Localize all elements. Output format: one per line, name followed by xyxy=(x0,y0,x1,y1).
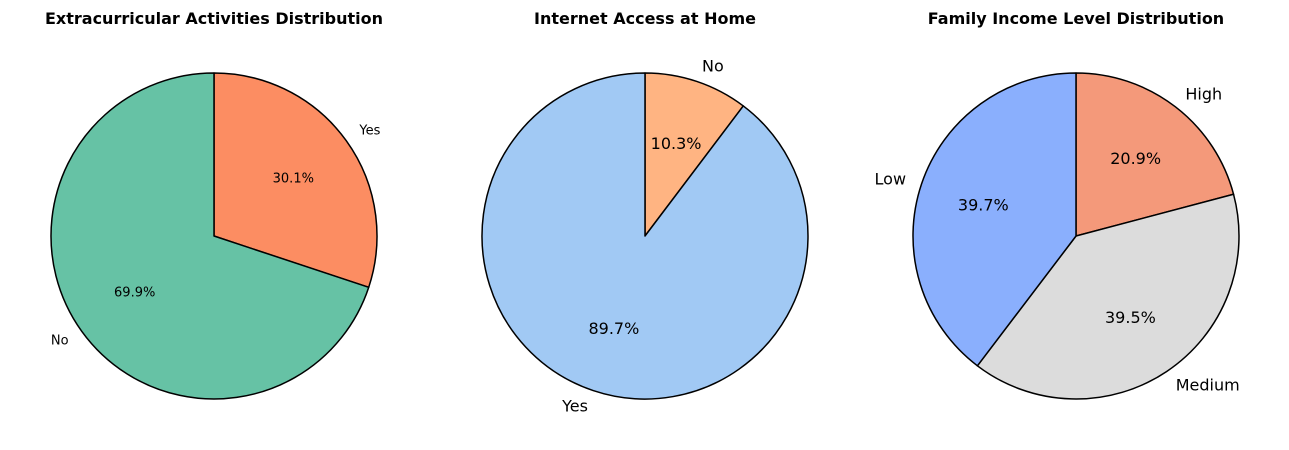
slice-percent-label: 20.9% xyxy=(1110,149,1161,168)
pie-slice-high xyxy=(1075,72,1235,237)
slice-label: Low xyxy=(875,169,907,188)
pie-chart-family-income: Family Income Level Distribution High 20.… xyxy=(875,9,1240,400)
slice-percent-label: 39.7% xyxy=(958,195,1009,214)
pie-slice-yes xyxy=(481,72,809,400)
chart-title: Extracurricular Activities Distribution xyxy=(45,9,383,28)
slice-label: High xyxy=(1185,84,1222,103)
slice-label: Yes xyxy=(358,124,380,139)
slice-label: No xyxy=(702,57,724,76)
pie-chart-extracurricular: Extracurricular Activities Distribution … xyxy=(45,9,383,400)
pie-slice-low xyxy=(912,72,1077,367)
slice-percent-label: 39.5% xyxy=(1105,308,1156,327)
pie-slice-yes xyxy=(213,72,378,289)
pie-chart-internet-access: Internet Access at Home No 10.3% Yes 89.7% xyxy=(481,9,809,415)
slice-percent-label: 89.7% xyxy=(588,319,639,338)
chart-title: Internet Access at Home xyxy=(534,9,756,28)
pie-slice-medium xyxy=(976,193,1240,400)
chart-title: Family Income Level Distribution xyxy=(928,9,1224,28)
pie-slice-no xyxy=(50,72,370,400)
slice-percent-label: 10.3% xyxy=(651,134,702,153)
pie-slice-no xyxy=(644,72,745,237)
slice-label: Medium xyxy=(1176,375,1240,394)
slice-percent-label: 30.1% xyxy=(273,171,314,186)
slice-label: Yes xyxy=(561,396,588,415)
slice-percent-label: 69.9% xyxy=(114,286,155,301)
slice-label: No xyxy=(51,333,69,348)
